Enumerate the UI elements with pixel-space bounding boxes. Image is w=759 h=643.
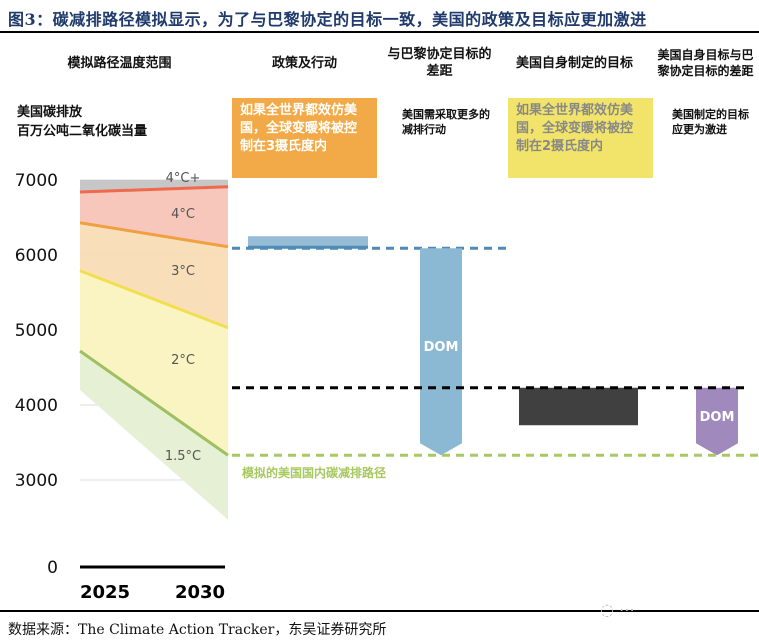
band-line bbox=[79, 349, 229, 457]
target-range-box bbox=[519, 387, 638, 426]
pathway-label: 模拟的美国国内碳减排路径 bbox=[242, 465, 386, 480]
x-tick-label: 2030 bbox=[175, 582, 225, 603]
header-temp-range: 模拟路径温度范围 bbox=[67, 55, 172, 71]
band-line bbox=[79, 269, 229, 330]
y-tick-label: 3000 bbox=[15, 471, 58, 491]
band-label: 4°C bbox=[171, 207, 195, 222]
band-3°C bbox=[80, 222, 228, 328]
header-policy: 政策及行动 bbox=[271, 55, 337, 71]
target-gap-arrow bbox=[696, 387, 738, 456]
header-paris-gap: 与巴黎协定目标的差距 bbox=[387, 47, 492, 79]
x-tick-label: 2025 bbox=[80, 582, 130, 603]
watermark: ◌ ⋯ bbox=[600, 600, 636, 619]
band-line bbox=[79, 221, 229, 249]
header-target-gap: 美国自身目标与巴黎协定目标的差距 bbox=[657, 48, 754, 78]
paris-gap-arrow-label: DOM bbox=[424, 340, 459, 355]
policy-range-box bbox=[248, 236, 368, 249]
paris-gap-arrow bbox=[420, 248, 462, 456]
y-tick-label: 7000 bbox=[15, 171, 58, 191]
band-4°C+ bbox=[80, 180, 228, 192]
band-line bbox=[79, 185, 229, 194]
band-1.5°C bbox=[80, 351, 228, 520]
top-rule bbox=[0, 31, 759, 33]
y-tick-label: 5000 bbox=[15, 321, 58, 341]
band-label: 1.5°C bbox=[165, 449, 201, 464]
gap-note: 美国需采取更多的减排行动 bbox=[402, 108, 490, 136]
figure-title: 图3：碳减排路径模拟显示，为了与巴黎协定的目标一致，美国的政策及目标应更加激进 bbox=[8, 10, 647, 29]
band-2°C bbox=[80, 270, 228, 456]
unit-label: 美国碳排放百万公吨二氧化碳当量 bbox=[17, 104, 147, 142]
band-label: 3°C bbox=[171, 264, 195, 279]
band-label: 4°C+ bbox=[166, 171, 201, 186]
target-gap-arrow-label: DOM bbox=[700, 410, 735, 425]
header-us-target: 美国自身制定的目标 bbox=[515, 55, 633, 71]
y-tick-label: 6000 bbox=[15, 246, 58, 266]
target-box: 如果全世界都效仿美国，全球变暖将被控制在2摄氏度内 bbox=[508, 98, 653, 178]
unit-label-line2: 百万公吨二氧化碳当量 bbox=[17, 123, 148, 139]
band-label: 2°C bbox=[171, 353, 195, 368]
unit-label-line1: 美国碳排放 bbox=[17, 105, 83, 120]
target-gap-note: 美国制定的目标应更为激进 bbox=[672, 108, 749, 136]
y-tick-label: 4000 bbox=[15, 396, 58, 416]
band-4°C bbox=[80, 186, 228, 247]
bottom-rule bbox=[0, 610, 759, 612]
policy-box: 如果全世界都效仿美国，全球变暖将被控制在3摄氏度内 bbox=[232, 98, 377, 178]
y-tick-label: 0 bbox=[47, 558, 58, 578]
source-note: 数据来源：The Climate Action Tracker，东吴证券研究所 bbox=[8, 622, 387, 638]
